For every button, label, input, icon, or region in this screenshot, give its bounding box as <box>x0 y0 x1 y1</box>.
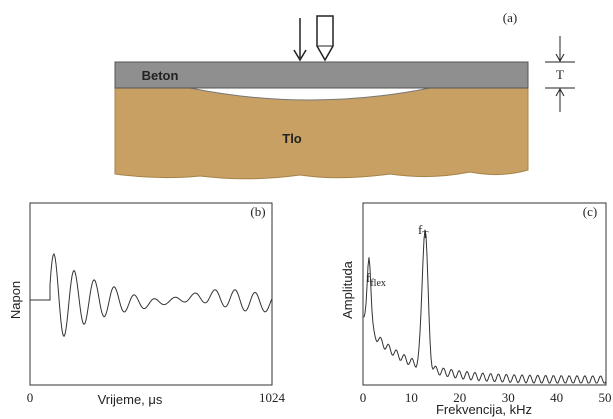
void <box>189 87 431 101</box>
peak-subscript: flex <box>370 278 386 289</box>
panel-b: (b) Napon 0 1024 Vrijeme, μs <box>8 202 286 407</box>
slab <box>114 61 529 89</box>
peak-label: fT <box>418 222 428 241</box>
peak-symbol: f <box>366 270 371 285</box>
x-tick-label: 30 <box>502 390 515 405</box>
soil <box>114 87 529 180</box>
peak-symbol: f <box>418 222 423 237</box>
spectrum <box>363 229 607 384</box>
panel-c: (c) Amplituda Frekvencija, kHz fflex fT … <box>340 202 612 417</box>
panel-label: (b) <box>250 204 265 219</box>
x-label: Frekvencija, kHz <box>436 402 532 417</box>
peak-label: fflex <box>366 270 386 289</box>
x-tick-label: 40 <box>550 390 563 405</box>
panel-label: (a) <box>503 10 517 25</box>
waveform <box>30 252 273 338</box>
panel-label: (c) <box>583 204 597 219</box>
thickness-marker <box>545 36 575 112</box>
transducer <box>316 15 334 62</box>
x-tick-label: 10 <box>405 390 418 405</box>
slab-label: Beton <box>142 68 179 83</box>
x-tick-label: 0 <box>360 390 367 405</box>
y-label: Napon <box>8 281 23 319</box>
y-label: Amplituda <box>340 260 355 319</box>
plot-frame <box>29 202 273 386</box>
x-tick-label: 0 <box>27 390 34 405</box>
soil-label: Tlo <box>282 131 302 146</box>
thickness-label: T <box>556 67 564 82</box>
plot-frame <box>362 202 607 386</box>
impact-arrow-head <box>293 49 307 62</box>
x-tick-label: 1024 <box>259 390 286 405</box>
x-tick-label: 20 <box>453 390 466 405</box>
x-tick-label: 50 <box>599 390 612 405</box>
x-label: Vrijeme, μs <box>98 392 163 407</box>
panel-a: (a) Beton Tlo T <box>114 10 575 180</box>
peak-subscript: T <box>422 230 428 241</box>
